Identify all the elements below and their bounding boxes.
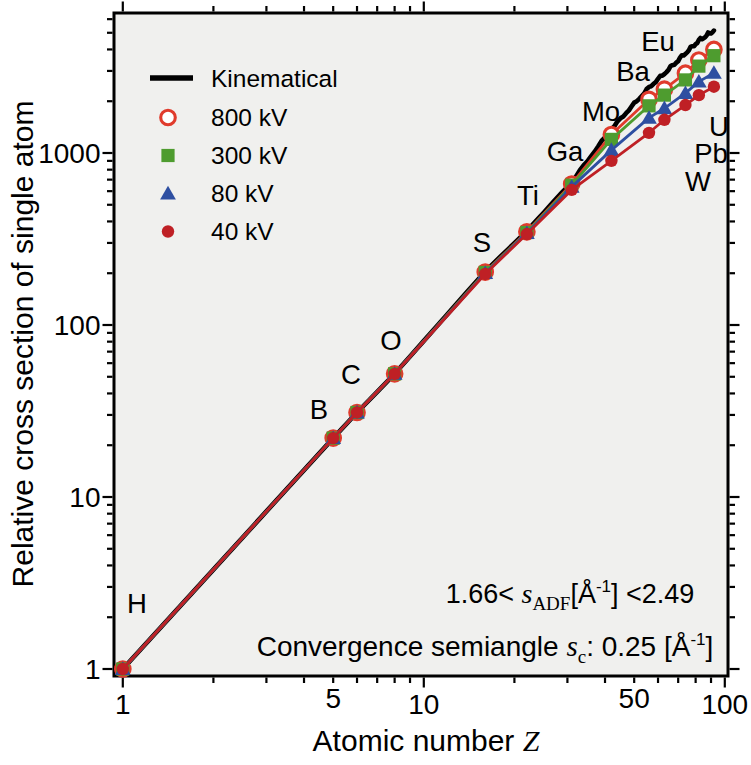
annotation-adf-range: 1.66< sADF[Å-1] <2.49 <box>446 577 695 614</box>
point-label-b: B <box>310 394 328 425</box>
legend-label: 800 kV <box>211 104 288 131</box>
point-label-ba: Ba <box>616 56 650 87</box>
marker-dot <box>605 155 617 167</box>
marker-dot <box>162 225 174 237</box>
marker-square <box>692 60 705 73</box>
marker-square <box>707 49 720 62</box>
marker-square <box>161 149 174 162</box>
legend-label: 80 kV <box>211 180 274 207</box>
legend-label: Kinematical <box>211 65 338 92</box>
point-label-h: H <box>127 588 147 619</box>
y-tick-label: 100 <box>54 310 101 341</box>
marker-square <box>679 73 692 86</box>
legend-label: 40 kV <box>211 218 274 245</box>
x-tick-label: 5 <box>325 683 341 714</box>
point-label-o: O <box>380 325 401 356</box>
marker-open-circle <box>161 110 176 125</box>
marker-dot <box>327 432 339 444</box>
point-label-ga: Ga <box>547 136 584 167</box>
x-tick-label: 1 <box>115 689 131 720</box>
marker-dot <box>693 89 705 101</box>
marker-dot <box>643 127 655 139</box>
marker-dot <box>658 114 670 126</box>
point-label-eu: Eu <box>641 26 675 57</box>
marker-dot <box>708 80 720 92</box>
point-label-mo: Mo <box>582 96 620 127</box>
marker-dot <box>117 663 129 675</box>
x-tick-label: 10 <box>408 689 439 720</box>
y-tick-label: 1000 <box>38 138 100 169</box>
legend-label: 300 kV <box>211 142 288 169</box>
y-tick-label: 10 <box>69 482 100 513</box>
y-tick-label: 1 <box>85 654 101 685</box>
marker-dot <box>351 406 363 418</box>
marker-dot <box>521 228 533 240</box>
figure: 1510501001101001000 HBCOSTiGaMoBaEuUPbW … <box>0 0 751 765</box>
marker-square <box>658 89 671 102</box>
y-axis-label: Relative cross section of single atom <box>6 101 39 588</box>
point-label-c: C <box>341 359 361 390</box>
marker-dot <box>679 99 691 111</box>
x-tick-label: 100 <box>701 689 748 720</box>
marker-dot <box>479 268 491 280</box>
point-label-ti: Ti <box>517 180 539 211</box>
x-tick-label: 50 <box>619 683 650 714</box>
annotation-convergence-semiangle: Convergence semiangle sc: 0.25 [Å-1] <box>257 630 714 667</box>
point-label-s: S <box>473 227 491 258</box>
point-label-pb: Pb <box>694 138 728 169</box>
chart: 1510501001101001000 HBCOSTiGaMoBaEuUPbW … <box>0 0 751 765</box>
marker-dot <box>565 184 577 196</box>
marker-dot <box>388 368 400 380</box>
x-axis-label: Atomic number Z <box>313 724 540 757</box>
point-label-w: W <box>685 166 711 197</box>
